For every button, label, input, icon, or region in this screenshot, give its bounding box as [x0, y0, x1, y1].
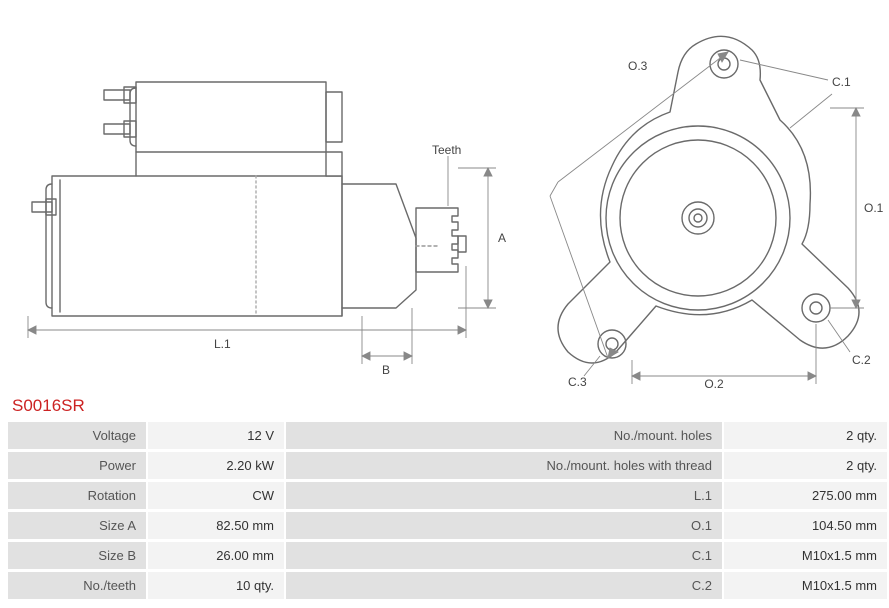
spec-key: Rotation: [8, 482, 146, 510]
label-C3: C.3: [568, 375, 587, 388]
spec-value: 12 V: [148, 422, 284, 450]
spec-value: 82.50 mm: [148, 512, 284, 540]
spec-key: Size B: [8, 542, 146, 570]
spec-table: Voltage 12 V No./mount. holes 2 qty. Pow…: [8, 422, 881, 600]
spec-value: 26.00 mm: [148, 542, 284, 570]
spec-key: No./mount. holes with thread: [286, 452, 722, 480]
part-number: S0016SR: [12, 396, 881, 416]
label-B: B: [382, 363, 390, 377]
drawing-area: A Teeth B L.1: [8, 8, 881, 388]
spec-value: 275.00 mm: [724, 482, 887, 510]
side-view-drawing: A Teeth B L.1: [8, 8, 508, 388]
spec-value: 2 qty.: [724, 452, 887, 480]
spec-key: No./mount. holes: [286, 422, 722, 450]
spec-key: L.1: [286, 482, 722, 510]
spec-key: Power: [8, 452, 146, 480]
spec-key: Voltage: [8, 422, 146, 450]
spec-key: Size A: [8, 512, 146, 540]
spec-key: C.1: [286, 542, 722, 570]
spec-value: 2.20 kW: [148, 452, 284, 480]
label-L1: L.1: [214, 337, 231, 351]
label-C1: C.1: [832, 75, 851, 89]
front-view-drawing: O.3 O.1 O.2 C.1 C.2 C.3: [528, 8, 888, 388]
spec-value: CW: [148, 482, 284, 510]
spec-key: O.1: [286, 512, 722, 540]
label-teeth: Teeth: [432, 143, 461, 157]
label-O1: O.1: [864, 201, 884, 215]
spec-value: 2 qty.: [724, 422, 887, 450]
spec-value: M10x1.5 mm: [724, 542, 887, 570]
label-C2: C.2: [852, 353, 871, 367]
label-O2: O.2: [704, 377, 724, 388]
spec-value: 104.50 mm: [724, 512, 887, 540]
label-O3: O.3: [628, 59, 648, 73]
label-A: A: [498, 231, 506, 245]
